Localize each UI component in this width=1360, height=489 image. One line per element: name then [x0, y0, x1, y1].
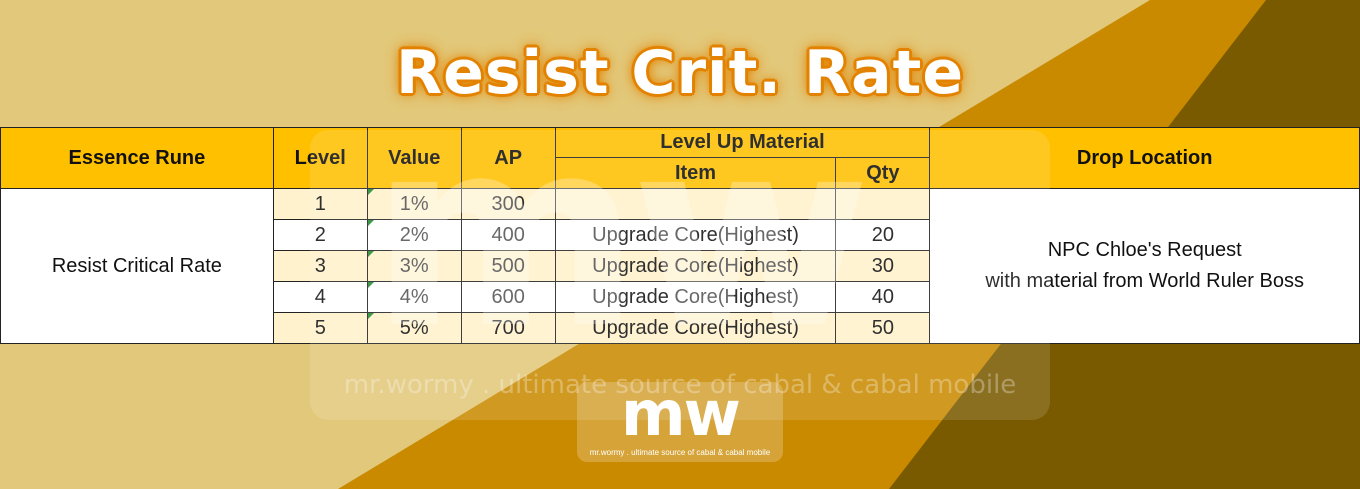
ap-cell: 300	[460, 188, 556, 220]
table-row: 5 5% 700 Upgrade Core(Highest) 50	[1, 312, 1360, 344]
qty-cell: 40	[835, 281, 931, 313]
table-row: 3 3% 500 Upgrade Core(Highest) 30	[1, 250, 1360, 282]
rune-table: Essence Rune Level Value AP Level Up Mat…	[0, 127, 1360, 344]
logo-text: mw	[621, 377, 741, 450]
watermark-tagline: mr.wormy . ultimate source of cabal & ca…	[343, 370, 1017, 400]
ap-cell: 700	[460, 312, 556, 344]
item-cell: Upgrade Core(Highest)	[554, 281, 837, 313]
watermark-logo: mw	[370, 84, 871, 386]
ap-cell: 400	[460, 219, 556, 251]
header-essence-rune: Essence Rune	[0, 127, 274, 189]
level-cell: 1	[272, 188, 368, 220]
item-cell: Upgrade Core(Highest)	[554, 219, 837, 251]
mw-logo: mw mr.wormy . ultimate source of cabal &…	[577, 382, 783, 462]
level-cell: 2	[272, 219, 368, 251]
drop-line-2: with material from World Ruler Boss	[985, 270, 1304, 292]
header-level-up-material: Level Up Material	[554, 127, 931, 158]
page-title: Resist Crit. Rate	[395, 38, 965, 108]
value-cell: 3%	[366, 250, 462, 282]
item-cell: Upgrade Core(Highest)	[554, 250, 837, 282]
item-cell	[554, 188, 837, 220]
logo-tagline: mr.wormy . ultimate source of cabal & ca…	[589, 448, 771, 457]
level-cell: 3	[272, 250, 368, 282]
drop-line-1: NPC Chloe's Request	[1047, 239, 1242, 261]
drop-location: NPC Chloe's Request with material from W…	[929, 188, 1360, 344]
item-cell: Upgrade Core(Highest)	[554, 312, 837, 344]
table-row: 4 4% 600 Upgrade Core(Highest) 40	[1, 281, 1360, 313]
level-cell: 5	[272, 312, 368, 344]
value-cell: 5%	[366, 312, 462, 344]
ap-cell: 500	[460, 250, 556, 282]
value-cell: 1%	[366, 188, 462, 220]
header-ap: AP	[460, 127, 556, 189]
qty-cell: 50	[835, 312, 931, 344]
header-drop-location: Drop Location	[929, 127, 1360, 189]
level-cell: 4	[272, 281, 368, 313]
rune-name: Resist Critical Rate	[0, 188, 274, 344]
table-row: 2 2% 400 Upgrade Core(Highest) 20	[1, 219, 1360, 251]
qty-cell: 20	[835, 219, 931, 251]
value-cell: 2%	[366, 219, 462, 251]
qty-cell: 30	[835, 250, 931, 282]
header-value: Value	[366, 127, 462, 189]
value-cell: 4%	[366, 281, 462, 313]
table-row: Resist Critical Rate 1 1% 300 NPC Chloe'…	[0, 188, 1360, 344]
header-level: Level	[272, 127, 368, 189]
header-item: Item	[554, 157, 837, 189]
